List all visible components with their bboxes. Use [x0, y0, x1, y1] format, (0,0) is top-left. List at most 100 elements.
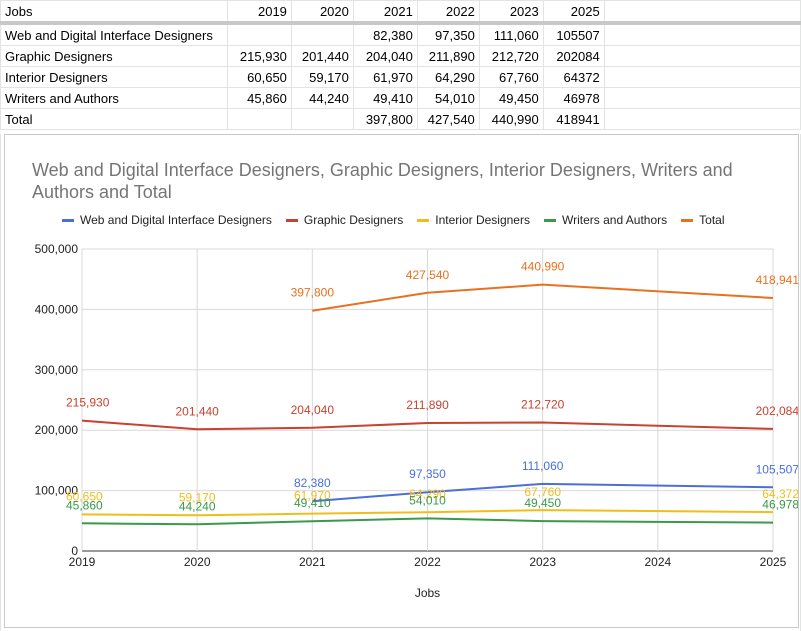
value-cell[interactable]: 61,970: [352, 66, 418, 88]
series-line: [81, 419, 774, 431]
empty-cell[interactable]: [603, 0, 801, 25]
value-cell[interactable]: 59,170: [290, 66, 354, 88]
row-label-cell[interactable]: Jobs: [0, 0, 228, 25]
value-cell[interactable]: 49,410: [352, 87, 418, 109]
legend-swatch: [417, 218, 430, 222]
table-row: Total 397,800 427,540 440,990 418941: [0, 108, 801, 130]
legend-item[interactable]: Interior Designers: [417, 213, 530, 227]
data-label: 49,450: [524, 496, 561, 510]
legend-swatch: [681, 218, 694, 222]
value-cell[interactable]: 64,290: [416, 66, 480, 88]
value-cell[interactable]: 397,800: [352, 108, 418, 130]
legend-label: Web and Digital Interface Designers: [80, 213, 272, 227]
legend-swatch: [285, 218, 298, 222]
chart-container[interactable]: Web and Digital Interface Designers, Gra…: [4, 134, 799, 628]
value-cell[interactable]: [290, 108, 354, 130]
value-cell[interactable]: 2022: [416, 0, 480, 25]
legend-swatch: [62, 218, 74, 222]
value-cell[interactable]: 211,890: [416, 45, 480, 67]
x-tick-label: 2020: [184, 555, 211, 569]
x-tick-label: 2024: [644, 555, 671, 569]
value-cell[interactable]: 67,760: [478, 66, 544, 88]
y-tick-label: 200,000: [35, 423, 79, 437]
legend-label: Total: [699, 213, 725, 227]
row-label-cell[interactable]: Web and Digital Interface Designers: [0, 22, 228, 46]
data-label: 46,978: [762, 498, 798, 512]
row-label-cell[interactable]: Interior Designers: [0, 66, 228, 88]
value-cell[interactable]: 54,010: [416, 87, 480, 109]
data-label: 60,650: [66, 489, 103, 503]
table-row: Graphic Designers 215,930 201,440 204,040 21…: [0, 45, 801, 67]
value-cell[interactable]: 111,060: [478, 22, 544, 46]
series-line: [81, 509, 774, 517]
legend-label: Interior Designers: [435, 213, 530, 227]
value-cell[interactable]: [290, 22, 354, 46]
legend-item[interactable]: Graphic Designers: [285, 213, 404, 227]
value-cell[interactable]: 201,440: [290, 45, 354, 67]
empty-cell[interactable]: [603, 45, 801, 67]
data-label: 45,860: [66, 498, 103, 512]
value-cell[interactable]: 44,240: [290, 87, 354, 109]
legend-item[interactable]: Web and Digital Interface Designers: [62, 213, 272, 227]
x-tick-label: 2023: [529, 555, 556, 569]
x-tick-label: 2022: [414, 555, 441, 569]
value-cell[interactable]: 215,930: [226, 45, 292, 67]
data-label: 397,800: [291, 286, 335, 300]
value-cell[interactable]: 202084: [542, 45, 605, 67]
value-cell[interactable]: 204,040: [352, 45, 418, 67]
data-label: 215,930: [66, 396, 110, 410]
series-line: [312, 482, 774, 503]
value-cell[interactable]: 82,380: [352, 22, 418, 46]
value-cell[interactable]: 2025: [542, 0, 605, 25]
data-label: 59,170: [179, 490, 216, 504]
data-label: 64,372: [762, 487, 798, 501]
legend-item[interactable]: Writers and Authors: [543, 213, 668, 227]
data-label: 54,010: [409, 493, 446, 507]
data-label: 440,990: [521, 260, 565, 274]
y-tick-label: 300,000: [35, 363, 79, 377]
chart-title: Web and Digital Interface Designers, Gra…: [32, 160, 733, 202]
table-row: Web and Digital Interface Designers 82,38…: [0, 22, 801, 46]
y-tick-label: 100,000: [35, 484, 79, 498]
line-chart: 0 100,000 200,000 300,000 400,000 500,000 2019…: [35, 242, 798, 600]
row-label-cell[interactable]: Total: [0, 108, 228, 130]
series-line: [81, 517, 774, 526]
data-label: 204,040: [291, 403, 335, 417]
value-cell[interactable]: [226, 108, 292, 130]
x-axis-label: Jobs: [415, 586, 440, 600]
value-cell[interactable]: [226, 22, 292, 46]
data-label: 427,540: [406, 268, 450, 282]
value-cell[interactable]: 49,450: [478, 87, 544, 109]
chart-legend: Web and Digital Interface Designers Graph…: [62, 213, 725, 227]
value-cell[interactable]: 212,720: [478, 45, 544, 67]
x-tick-label: 2019: [69, 555, 96, 569]
row-label-cell[interactable]: Writers and Authors: [0, 87, 228, 109]
empty-cell[interactable]: [603, 22, 801, 46]
y-tick-label: 400,000: [35, 302, 79, 316]
empty-cell[interactable]: [603, 108, 801, 130]
value-cell[interactable]: 418941: [542, 108, 605, 130]
value-cell[interactable]: 2023: [478, 0, 544, 25]
value-cell[interactable]: 2020: [290, 0, 354, 25]
empty-cell[interactable]: [603, 87, 801, 109]
data-label: 418,941: [756, 273, 798, 287]
x-tick-label: 2025: [760, 555, 787, 569]
value-cell[interactable]: 440,990: [478, 108, 544, 130]
value-cell[interactable]: 97,350: [416, 22, 480, 46]
value-cell[interactable]: 427,540: [416, 108, 480, 130]
legend-item[interactable]: Total: [681, 213, 725, 227]
value-cell[interactable]: 45,860: [226, 87, 292, 109]
value-cell[interactable]: 60,650: [226, 66, 292, 88]
series-line: [312, 283, 774, 312]
value-cell[interactable]: 46978: [542, 87, 605, 109]
row-label-cell[interactable]: Graphic Designers: [0, 45, 228, 67]
empty-cell[interactable]: [603, 66, 801, 88]
value-cell[interactable]: 2021: [352, 0, 418, 25]
legend-label: Graphic Designers: [303, 213, 404, 227]
value-cell[interactable]: 2019: [226, 0, 292, 25]
y-tick-label: 500,000: [35, 242, 79, 256]
value-cell[interactable]: 105507: [542, 22, 605, 46]
legend-label: Writers and Authors: [561, 213, 668, 227]
value-cell[interactable]: 64372: [542, 66, 605, 88]
